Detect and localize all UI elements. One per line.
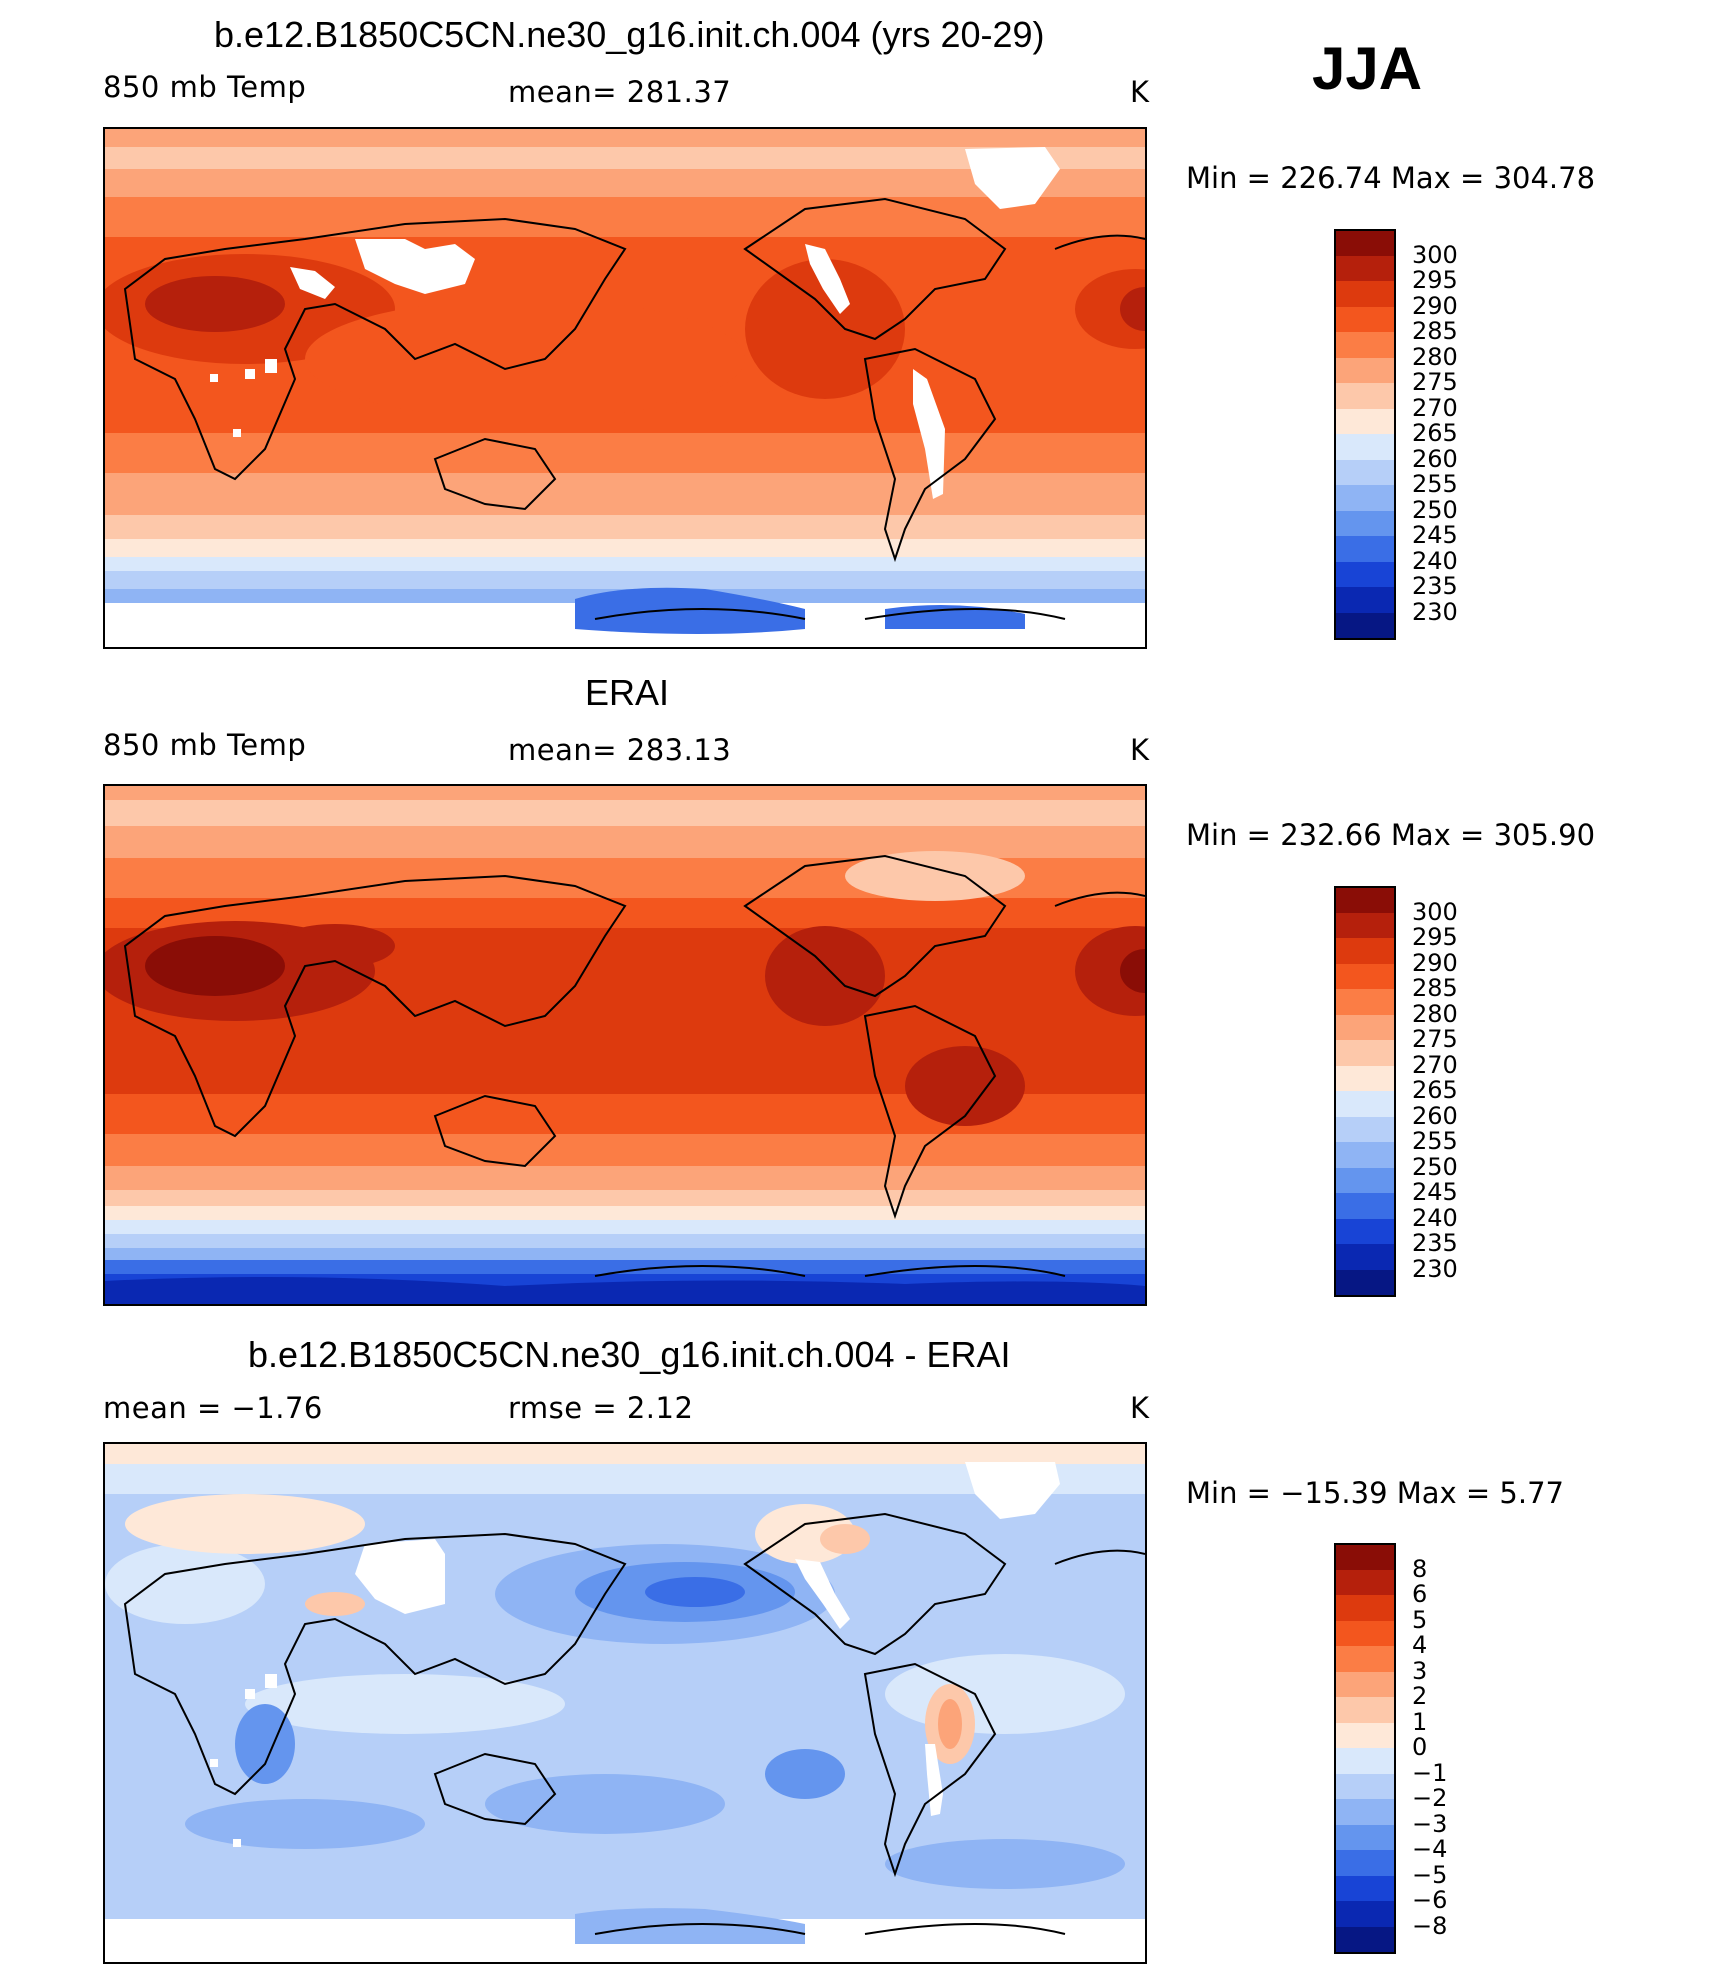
- panel2-tick: 240: [1412, 1204, 1458, 1232]
- panel2-title: ERAI: [585, 672, 670, 713]
- panel3-tick: −1: [1412, 1759, 1448, 1787]
- panel2-tick: 295: [1412, 923, 1458, 951]
- panel2-field: [105, 786, 1145, 1304]
- panel2-tick: 235: [1412, 1229, 1458, 1257]
- panel3-tick: −3: [1412, 1810, 1448, 1838]
- panel3-tick: 3: [1412, 1657, 1428, 1685]
- panel3-tick: −2: [1412, 1784, 1448, 1812]
- season-label: JJA: [1312, 35, 1423, 102]
- panel1-tick: 255: [1412, 470, 1458, 498]
- panel1-tick: 260: [1412, 445, 1458, 473]
- panel2-tick: 245: [1412, 1178, 1458, 1206]
- panel1-tick: 285: [1412, 317, 1458, 345]
- panel3-tick: 1: [1412, 1708, 1428, 1736]
- panel1-center-label: mean= 281.37: [508, 75, 732, 109]
- panel3-tick: −5: [1412, 1861, 1448, 1889]
- panel1-tick: 300: [1412, 241, 1458, 269]
- panel1-tick: 240: [1412, 547, 1458, 575]
- panel3-tick: 2: [1412, 1682, 1428, 1710]
- panel3-tick: 6: [1412, 1580, 1428, 1608]
- panel2-tick: 265: [1412, 1076, 1458, 1104]
- panel3-tick: −4: [1412, 1835, 1448, 1863]
- panel3-tick: −6: [1412, 1886, 1448, 1914]
- panel1-tick: 270: [1412, 394, 1458, 422]
- panel2-tick: 285: [1412, 974, 1458, 1002]
- panel2-tick: 275: [1412, 1025, 1458, 1053]
- panel2-tick: 255: [1412, 1127, 1458, 1155]
- panel2-tick: 260: [1412, 1102, 1458, 1130]
- panel1-map: [103, 127, 1147, 649]
- panel1-tick: 250: [1412, 496, 1458, 524]
- panel3-map: [103, 1442, 1147, 1964]
- panel3-title: b.e12.B1850C5CN.ne30_g16.init.ch.004 - E…: [248, 1334, 1011, 1375]
- panel2-minmax: Min = 232.66 Max = 305.90: [1186, 818, 1596, 852]
- panel1-tick: 290: [1412, 292, 1458, 320]
- panel2-tick: 300: [1412, 898, 1458, 926]
- panel3-tick: −8: [1412, 1912, 1448, 1940]
- panel1-units: K: [1130, 75, 1150, 109]
- panel2-left-label: 850 mb Temp: [103, 728, 307, 762]
- panel3-tick: 8: [1412, 1555, 1428, 1583]
- panel2-tick: 290: [1412, 949, 1458, 977]
- panel3-tick: 5: [1412, 1606, 1428, 1634]
- panel1-field: [105, 129, 1145, 647]
- panel3-tick: 0: [1412, 1733, 1428, 1761]
- panel1-title: b.e12.B1850C5CN.ne30_g16.init.ch.004 (yr…: [214, 14, 1045, 55]
- panel3-rmse-label: rmse = 2.12: [508, 1391, 694, 1425]
- panel1-tick: 265: [1412, 419, 1458, 447]
- panel2-tick: 280: [1412, 1000, 1458, 1028]
- panel2-units: K: [1130, 733, 1150, 767]
- panel2-tick: 230: [1412, 1255, 1458, 1283]
- panel3-mean-label: mean = −1.76: [103, 1391, 323, 1425]
- panel3-minmax: Min = −15.39 Max = 5.77: [1186, 1476, 1564, 1510]
- panel3-field: [105, 1444, 1145, 1962]
- panel2-tick: 250: [1412, 1153, 1458, 1181]
- panel1-tick: 280: [1412, 343, 1458, 371]
- panel1-tick: 295: [1412, 266, 1458, 294]
- panel1-tick: 230: [1412, 598, 1458, 626]
- panel2-tick: 270: [1412, 1051, 1458, 1079]
- panel3-tick: 4: [1412, 1631, 1428, 1659]
- panel1-minmax: Min = 226.74 Max = 304.78: [1186, 161, 1596, 195]
- panel1-tick: 245: [1412, 521, 1458, 549]
- panel1-left-label: 850 mb Temp: [103, 70, 307, 104]
- panel1-tick: 235: [1412, 572, 1458, 600]
- panel2-center-label: mean= 283.13: [508, 733, 732, 767]
- panel3-units: K: [1130, 1391, 1150, 1425]
- panel2-map: [103, 784, 1147, 1306]
- panel1-tick: 275: [1412, 368, 1458, 396]
